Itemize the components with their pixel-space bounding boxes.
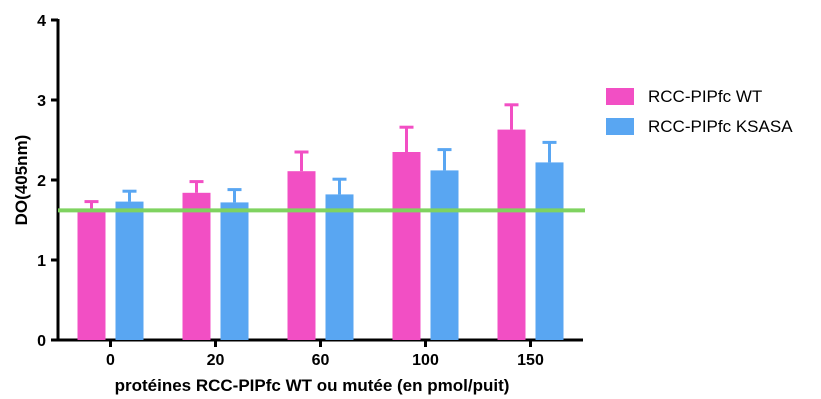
x-tick-label: 100	[412, 352, 439, 369]
x-tick-label: 20	[207, 352, 225, 369]
legend-swatch	[606, 118, 634, 135]
legend-label: RCC-PIPfc KSASA	[648, 117, 793, 136]
bar	[287, 171, 316, 340]
x-tick-label: 60	[312, 352, 330, 369]
x-tick-label: 150	[517, 352, 544, 369]
bar	[535, 162, 564, 340]
bar	[497, 129, 526, 340]
y-tick-label: 0	[37, 333, 46, 350]
x-tick-label: 0	[106, 352, 115, 369]
bar	[77, 209, 106, 340]
legend-swatch	[606, 88, 634, 105]
y-tick-label: 2	[37, 173, 46, 190]
legend-label: RCC-PIPfc WT	[648, 87, 762, 106]
bar	[220, 202, 249, 340]
legend: RCC-PIPfc WT RCC-PIPfc KSASA	[606, 87, 793, 136]
error-bars	[84, 103, 557, 210]
bar	[115, 201, 144, 340]
y-axis: 0 1 2 3 4	[37, 13, 60, 350]
x-axis-title: protéines RCC-PIPfc WT ou mutée (en pmol…	[115, 376, 510, 395]
bar	[430, 170, 459, 340]
bar	[325, 194, 354, 340]
y-tick-label: 3	[37, 93, 46, 110]
y-tick-label: 1	[37, 253, 46, 270]
y-axis-title: DO(405nm)	[12, 135, 31, 226]
y-tick-label: 4	[37, 13, 46, 30]
x-axis: 0 20 60 100 150	[57, 338, 583, 369]
bars	[77, 129, 564, 340]
bar	[182, 192, 211, 340]
bar	[392, 152, 421, 340]
